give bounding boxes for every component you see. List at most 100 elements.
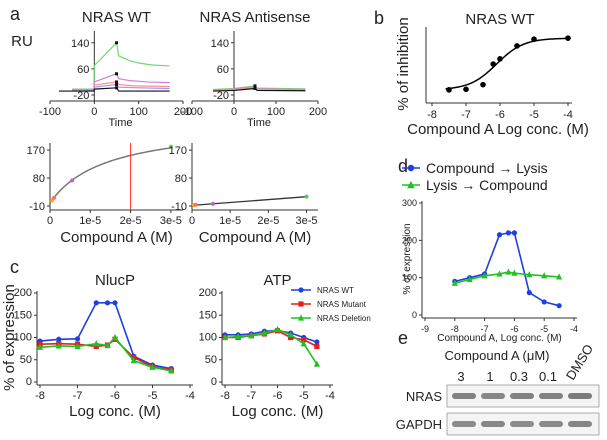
data-point-lc (556, 273, 563, 280)
data-point-deletion (248, 332, 255, 339)
data-point (304, 194, 309, 199)
y-tick-label: 170 (27, 145, 45, 157)
y-tick-label: 80 (33, 173, 45, 185)
trace-marker (115, 86, 118, 90)
panel-letter-a: a (10, 4, 21, 24)
series-line-wt (39, 301, 172, 370)
y-tick-label: 0 (211, 376, 217, 388)
data-point (514, 43, 520, 49)
x-tick-label: -5 (299, 390, 309, 402)
legend-marker (407, 164, 415, 172)
x-tick-label: 2e-5 (120, 215, 142, 227)
y-tick-label: 100 (402, 273, 417, 283)
x-axis-label: Log conc. (M) (232, 403, 324, 420)
lane-label: 0.3 (510, 369, 528, 384)
data-point-deletion (74, 342, 81, 349)
data-point-wt (104, 300, 111, 306)
antisense-sensorgram-chart: NRAS Antisense -20 60 140 -100 0 100 200 Time (181, 9, 327, 129)
y-tick-label: -10 (29, 201, 45, 213)
data-point-lc (451, 279, 458, 286)
data-point-cl (556, 303, 562, 309)
x-tick-label: -100 (181, 106, 203, 118)
fit-curve (49, 147, 172, 204)
data-point-mutant (314, 343, 320, 349)
y-axis-label: % of inhibition (395, 17, 412, 110)
x-tick-label: 1e-5 (79, 215, 101, 227)
chart-title: ATP (263, 272, 291, 289)
y-tick-label: 200 (402, 235, 417, 245)
x-tick-label: 0 (91, 106, 97, 118)
x-tick-label: -8 (220, 390, 230, 402)
data-point-deletion (287, 331, 294, 338)
data-point (193, 202, 198, 207)
panel-letter-b: b (374, 8, 384, 28)
data-point-deletion (274, 325, 281, 333)
x-tick-label: -8 (427, 109, 437, 121)
trace-marker (115, 41, 118, 45)
x-tick-label: -6 (510, 324, 518, 334)
legend-marker (298, 301, 304, 307)
data-point-cl (526, 290, 532, 296)
x-tick-label: -6 (273, 390, 283, 402)
y-tick-label: 60 (77, 64, 89, 76)
x-tick-label: -7 (481, 324, 489, 334)
wt-affinity-chart: -10 80 170 0 1e-5 2e-5 3e-5 Compound A (M) (27, 143, 183, 246)
x-tick-label: -5 (529, 109, 539, 121)
data-point-deletion (130, 357, 137, 364)
data-point-lc (541, 272, 548, 279)
data-point-wt (93, 300, 99, 306)
x-axis-label: Compound A (M) (199, 229, 312, 246)
data-point (52, 195, 57, 200)
x-tick-label: 3e-5 (160, 215, 182, 227)
y-tick-label: -10 (171, 201, 187, 213)
x-axis-label: Log conc. (M) (69, 403, 161, 420)
data-point-cl (505, 230, 512, 236)
nlucp-chart: NlucP % of expression 0 50 100 150 200 -8 -7 -6 -5… (1, 272, 195, 420)
y-tick-label: 0 (26, 376, 32, 388)
y-tick-label: 150 (199, 309, 217, 321)
data-point (463, 86, 469, 93)
data-point-deletion (149, 363, 156, 370)
data-point-mutant (93, 343, 99, 349)
sensorgram-trace (58, 87, 170, 92)
y-axis-label: RU (11, 33, 33, 50)
trace-marker (115, 80, 118, 84)
data-point-deletion (221, 333, 229, 341)
chart-title: NlucP (95, 272, 135, 289)
legend-label: NRAS WT (317, 286, 354, 295)
data-point-wt (112, 300, 118, 306)
data-point-deletion (168, 367, 175, 374)
data-point-deletion (261, 329, 268, 336)
blot-band (539, 393, 563, 399)
series-line-cl (454, 232, 560, 307)
x-tick-label: -7 (246, 390, 256, 402)
x-tick-label: 100 (267, 106, 285, 118)
x-tick-label: 0 (189, 215, 195, 227)
x-axis-label: Compound A, Log conc. (M) (437, 333, 562, 344)
legend-label: Compound → Lysis (426, 160, 548, 176)
lane-label: 3 (457, 369, 464, 384)
sensorgram-trace (72, 41, 170, 90)
x-tick-label: -4 (563, 109, 573, 121)
y-tick-label: 170 (169, 145, 187, 157)
data-point (490, 61, 497, 67)
data-point-deletion (111, 333, 119, 341)
y-tick-label: 80 (175, 173, 187, 185)
lane-label: 0.1 (539, 369, 557, 384)
data-point (480, 81, 486, 88)
fit-line (191, 196, 307, 207)
data-point-cl (541, 299, 547, 305)
y-tick-label: 100 (199, 332, 217, 344)
data-point-mutant (288, 334, 294, 341)
data-point (565, 35, 571, 41)
x-tick-label: -7 (73, 390, 83, 402)
y-tick-label: 60 (217, 64, 229, 76)
x-tick-label: -9 (421, 324, 429, 334)
x-tick-label: -6 (495, 109, 505, 121)
blot-row-label: NRAS (406, 389, 442, 404)
data-point-cl (511, 230, 517, 236)
blot-band (481, 421, 505, 427)
lane-label: DMSO (563, 342, 596, 383)
panel-letter-e: e (398, 328, 408, 348)
